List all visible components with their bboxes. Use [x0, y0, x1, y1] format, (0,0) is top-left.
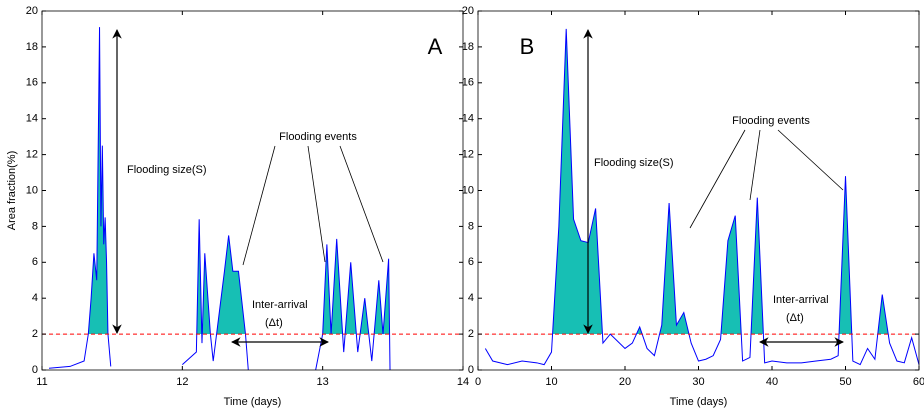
y-tick-label: 12 — [26, 149, 38, 161]
x-tick-label: 30 — [692, 376, 704, 388]
x-tick-label: 14 — [457, 376, 469, 388]
y-tick-label: 10 — [462, 184, 474, 196]
annotation: Flooding size(S) — [127, 164, 206, 176]
x-tick-label: 40 — [766, 376, 778, 388]
y-tick-label: 6 — [468, 256, 474, 268]
annotation: Inter-arrival — [773, 294, 829, 306]
y-tick-label: 0 — [32, 364, 38, 376]
y-tick-label: 16 — [26, 77, 38, 89]
y-tick-label: 18 — [26, 41, 38, 53]
x-tick-label: 20 — [619, 376, 631, 388]
y-tick-label: 0 — [468, 364, 474, 376]
annotation: Flooding events — [732, 115, 810, 127]
y-tick-label: 8 — [32, 220, 38, 232]
annotation: Flooding size(S) — [594, 157, 673, 169]
pointer-line — [242, 145, 276, 266]
y-tick-label: 14 — [462, 113, 474, 125]
annotation: (Δt) — [265, 317, 283, 329]
y-tick-label: 10 — [26, 184, 38, 196]
annotation: (Δt) — [786, 312, 804, 324]
y-tick-label: 6 — [32, 256, 38, 268]
x-tick-label: 12 — [176, 376, 188, 388]
y-tick-label: 8 — [468, 220, 474, 232]
plot-area — [478, 11, 919, 370]
pointer-line — [307, 145, 326, 263]
y-tick-label: 18 — [462, 41, 474, 53]
y-axis-label: Area fraction(%) — [6, 151, 18, 230]
x-tick-label: 10 — [545, 376, 557, 388]
panel-label: A — [428, 34, 443, 59]
pointer-line — [689, 129, 746, 229]
y-tick-label: 2 — [32, 328, 38, 340]
y-tick-label: 20 — [462, 5, 474, 17]
y-tick-label: 16 — [462, 77, 474, 89]
y-tick-label: 14 — [26, 113, 38, 125]
panel-label: B — [520, 34, 535, 59]
series-line — [484, 28, 920, 366]
y-tick-label: 2 — [468, 328, 474, 340]
x-tick-label: 11 — [36, 376, 47, 388]
pointer-line — [339, 145, 384, 263]
y-tick-label: 4 — [32, 292, 38, 304]
y-tick-label: 4 — [468, 292, 474, 304]
x-tick-label: 13 — [317, 376, 329, 388]
x-axis-label: Time (days) — [224, 396, 282, 408]
flood-area — [485, 28, 919, 335]
y-tick-label: 20 — [26, 5, 38, 17]
x-tick-label: 50 — [839, 376, 851, 388]
plot-area — [42, 11, 463, 370]
series-line — [48, 27, 391, 371]
y-tick-label: 12 — [462, 149, 474, 161]
pointer-line — [777, 129, 844, 191]
annotation: Flooding events — [279, 131, 357, 143]
x-tick-label: 60 — [913, 376, 924, 388]
x-axis-label: Time (days) — [670, 396, 728, 408]
x-tick-label: 0 — [475, 376, 481, 388]
pointer-line — [749, 129, 761, 201]
annotation: Inter-arrival — [252, 299, 308, 311]
